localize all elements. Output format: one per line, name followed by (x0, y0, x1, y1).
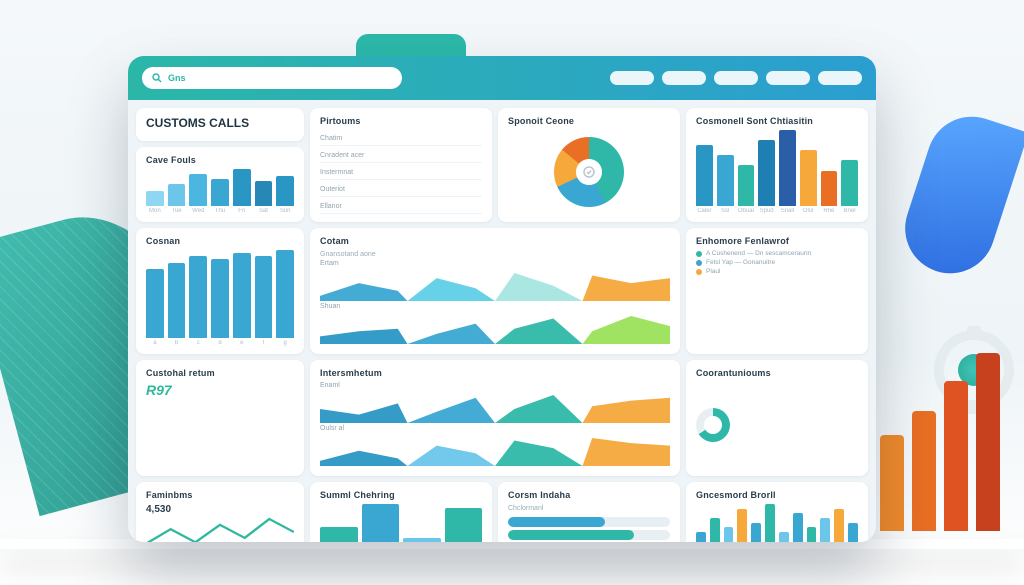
stats-list: A Cushenend — Dn sescamceraurinFetsl Yap… (696, 250, 858, 275)
donut-chart (696, 408, 730, 442)
progress-panel[interactable]: Corsm Indaha Chclormanl (498, 482, 680, 542)
col3-top-panel[interactable]: Summl Chehring (310, 482, 492, 542)
area-panel-1[interactable]: Cotam Gnansotand aone ErtamShuan (310, 228, 680, 354)
panel-title: Pirtoums (320, 116, 482, 126)
header-pill[interactable] (818, 71, 862, 85)
panel-title: Cosmonell Sont Chtiasitin (696, 116, 858, 126)
list-panel[interactable]: Pirtoums Chatim Cnradent acer Instermnat Ou… (310, 108, 492, 222)
sparkline-chart (146, 515, 294, 542)
panel-subtitle: Gnansotand aone (320, 250, 670, 260)
panel-title: Corsm Indaha (508, 490, 670, 500)
bar-chart (146, 169, 294, 206)
stat-value: R97 (146, 382, 294, 398)
panel-title: Cosnan (146, 236, 294, 246)
header-pill[interactable] (610, 71, 654, 85)
bar-chart (320, 504, 482, 542)
bar-chart (146, 250, 294, 338)
panel-title: Cotam (320, 236, 670, 246)
bar-xlabels: abcdefg (146, 340, 294, 346)
sidebar-title: CUSTOMS CALLS (146, 116, 294, 130)
pie-panel[interactable]: Sponoit Ceone (498, 108, 680, 222)
bar-chart (696, 130, 858, 206)
mini-bars-panel[interactable]: Gncesmord Brorll Anttatet storlate (686, 482, 868, 542)
header-actions (610, 71, 862, 85)
sidebar-panel-4[interactable]: Faminbms 4,530 Reguml (136, 482, 304, 542)
panel-title: Custohal retum (146, 368, 294, 378)
search-icon (152, 73, 162, 83)
search-input[interactable]: Gns (142, 67, 402, 89)
stat-value: 4,530 (146, 504, 294, 515)
sidebar-panel-3[interactable]: Custohal retum R97 (136, 360, 304, 476)
panel-title: Faminbms (146, 490, 294, 500)
list-item[interactable]: Ellanor (320, 200, 482, 214)
area-panel-2[interactable]: Intersmhetum EnamlOulsr al (310, 360, 680, 476)
bar-xlabels: CalerSslObualSpudSnallOlulRneBnel (696, 208, 858, 214)
pie-center-icon (576, 159, 602, 185)
header-pill[interactable] (766, 71, 810, 85)
bar-xlabels: MonTueWedThuFriSatSun (146, 208, 294, 214)
sidebar-title-card: CUSTOMS CALLS (136, 108, 304, 141)
dashboard-grid: CUSTOMS CALLS Cave Fouls MonTueWedThuFri… (128, 100, 876, 542)
list-item[interactable]: Cnradent acer (320, 149, 482, 163)
panel-title: Sponoit Ceone (508, 116, 670, 126)
list-item[interactable]: Chatim (320, 132, 482, 146)
list-item[interactable]: Instermnat (320, 166, 482, 180)
progress-list: Chclormanl (508, 504, 670, 542)
mixed-panel[interactable]: Coorantunioums (686, 360, 868, 476)
panel-title: Intersmhetum (320, 368, 670, 378)
top-bars-panel[interactable]: Cosmonell Sont Chtiasitin CalerSslObualS… (686, 108, 868, 222)
panel-title: Coorantunioums (696, 368, 858, 378)
area-chart-rows: EnamlOulsr al (320, 382, 670, 468)
list-item[interactable]: Outeriot (320, 183, 482, 197)
pie-chart (554, 137, 624, 207)
dashboard-header: Gns (128, 56, 876, 100)
decor-leaf-right (893, 105, 1024, 285)
stats-panel[interactable]: Enhomore Fenlawrof A Cushenend — Dn sesc… (686, 228, 868, 354)
header-pill[interactable] (714, 71, 758, 85)
panel-title: Gncesmord Brorll (696, 490, 858, 500)
dashboard-device: Gns CUSTOMS CALLS Cave Fouls MonTueWedTh… (128, 56, 876, 542)
area-chart-rows: ErtamShuan (320, 260, 670, 346)
bar-chart (738, 410, 858, 440)
panel-title: Cave Fouls (146, 155, 294, 165)
search-placeholder: Gns (168, 73, 186, 83)
bar-chart (696, 504, 858, 542)
sidebar-panel-2[interactable]: Cosnan abcdefg (136, 228, 304, 354)
panel-title: Summl Chehring (320, 490, 482, 500)
panel-title: Enhomore Fenlawrof (696, 236, 858, 246)
list-items: Chatim Cnradent acer Instermnat Outeriot Ell… (320, 132, 482, 214)
header-pill[interactable] (662, 71, 706, 85)
sidebar-panel-1[interactable]: Cave Fouls MonTueWedThuFriSatSun (136, 147, 304, 222)
